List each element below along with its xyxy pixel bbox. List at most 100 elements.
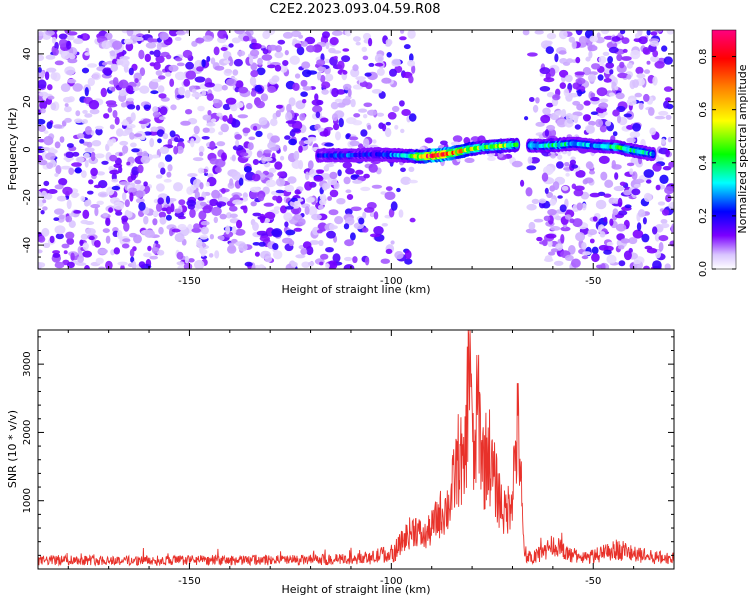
spectrogram-cell xyxy=(300,248,308,255)
spectrogram-cell xyxy=(334,216,344,225)
spectrogram-cell xyxy=(599,231,606,238)
spectrogram-cell xyxy=(95,128,103,136)
spectrogram-cell xyxy=(560,234,565,244)
spectrogram-cell xyxy=(242,127,251,134)
spectrogram-cell xyxy=(288,97,296,107)
spectrogram-cell xyxy=(401,109,411,116)
spectrogram-cell xyxy=(315,111,321,119)
spectrogram-cell xyxy=(54,225,66,235)
spectrogram-cell xyxy=(589,192,601,198)
spectrogram-cell xyxy=(591,63,601,70)
spectrogram-cell xyxy=(225,225,231,235)
spectrogram-cell xyxy=(353,113,361,118)
spectrogram-cell xyxy=(157,138,162,144)
spectrogram-cell xyxy=(66,143,74,148)
spectrogram-cell xyxy=(645,179,652,184)
spectrogram-cell xyxy=(371,184,383,189)
spectrogram-cell xyxy=(165,54,172,60)
spectrogram-cell xyxy=(561,185,569,191)
x-tick-label: -150 xyxy=(178,276,201,287)
spectrogram-cell xyxy=(126,161,131,166)
spectrogram-cell xyxy=(656,157,664,161)
spectrogram-cell xyxy=(599,98,609,103)
spectrogram-cell xyxy=(357,143,364,149)
spectrogram-cell xyxy=(166,171,172,178)
spectrogram-cell xyxy=(257,57,263,66)
spectrogram-cell xyxy=(284,184,295,193)
spectrogram-cell xyxy=(42,242,51,248)
spectrogram-cell xyxy=(609,69,614,75)
spectrogram-cell xyxy=(333,55,338,60)
spectrogram-cell xyxy=(285,229,296,236)
spectrogram-cell xyxy=(198,210,207,220)
spectrogram-cell xyxy=(90,151,96,162)
spectrogram-cell xyxy=(185,70,197,80)
spectrogram-cell xyxy=(296,46,305,56)
spectrogram-cell xyxy=(408,113,417,122)
spectrogram-cell xyxy=(619,181,626,186)
spectrogram-cell xyxy=(381,77,392,84)
spectrogram-cell xyxy=(156,129,165,137)
spectrogram-cell xyxy=(143,131,152,136)
spectrogram-cell xyxy=(382,123,387,132)
spectrogram-cell xyxy=(294,43,302,48)
spectrogram-cell xyxy=(109,50,116,57)
spectrogram-cell xyxy=(531,198,540,205)
spectrogram-cell xyxy=(302,86,312,91)
spectrogram-cell xyxy=(558,30,568,40)
spectrogram-cell xyxy=(617,72,629,79)
spectrogram-cell xyxy=(38,262,46,268)
spectrogram-cell xyxy=(299,113,306,121)
spectrogram-cell xyxy=(623,250,632,261)
spectrogram-cell xyxy=(292,82,300,91)
spectrogram-cell xyxy=(269,146,280,151)
spectrogram-cell xyxy=(263,149,272,154)
spectrogram-cell xyxy=(84,265,90,269)
spectrogram-cell xyxy=(618,260,626,267)
spectrogram-cell xyxy=(155,202,163,212)
spectrogram-cell xyxy=(156,183,165,192)
spectrogram-cell xyxy=(384,127,392,138)
spectrogram-cell xyxy=(612,131,618,137)
spectrogram-cell xyxy=(67,52,74,58)
spectrogram-cell xyxy=(191,88,197,94)
spectrogram-cell xyxy=(143,181,148,187)
spectrogram-cell xyxy=(548,251,556,256)
spectrogram-cell xyxy=(68,220,76,229)
spectrogram-cell xyxy=(564,254,574,261)
spectrogram-cell xyxy=(155,55,165,64)
spectrogram-cell xyxy=(158,93,167,99)
spectrogram-cell xyxy=(149,138,155,148)
spectrogram-cell xyxy=(157,85,165,93)
spectrogram-cell xyxy=(535,97,540,104)
spectrogram-cell xyxy=(38,67,42,73)
spectrogram-cell xyxy=(545,46,554,54)
spectrogram-cell xyxy=(564,74,573,83)
spectrogram-cell xyxy=(114,116,120,125)
spectrogram-cell xyxy=(232,69,239,76)
spectrogram-cell xyxy=(346,117,357,125)
spectrogram-cell xyxy=(225,78,237,87)
spectrogram-cell xyxy=(336,198,346,205)
spectrogram-cell xyxy=(587,229,598,236)
spectrogram-cell xyxy=(68,167,75,175)
spectrogram-cell xyxy=(137,164,144,174)
spectrogram-cell xyxy=(634,178,645,184)
spectrogram-cell xyxy=(64,103,69,107)
spectrogram-cell xyxy=(271,229,281,236)
spectrogram-cell xyxy=(122,145,129,154)
spectrogram-cell xyxy=(347,88,352,97)
snr-y-label: SNR (10 * v/v) xyxy=(6,410,19,488)
spectrogram-cell xyxy=(76,133,85,139)
spectrogram-cell xyxy=(155,174,163,179)
spectrogram-cell xyxy=(306,45,316,53)
spectrogram-cell xyxy=(652,260,662,269)
spectrogram-cell xyxy=(253,125,258,131)
spectrogram-cell xyxy=(596,264,603,269)
spectrogram-cell xyxy=(526,203,537,211)
spectrogram-cell xyxy=(75,110,81,117)
spectrogram-cell xyxy=(328,209,339,216)
spectrogram-cell xyxy=(43,136,54,146)
spectrogram-cell xyxy=(571,183,577,190)
spectrogram-cell xyxy=(302,241,312,249)
